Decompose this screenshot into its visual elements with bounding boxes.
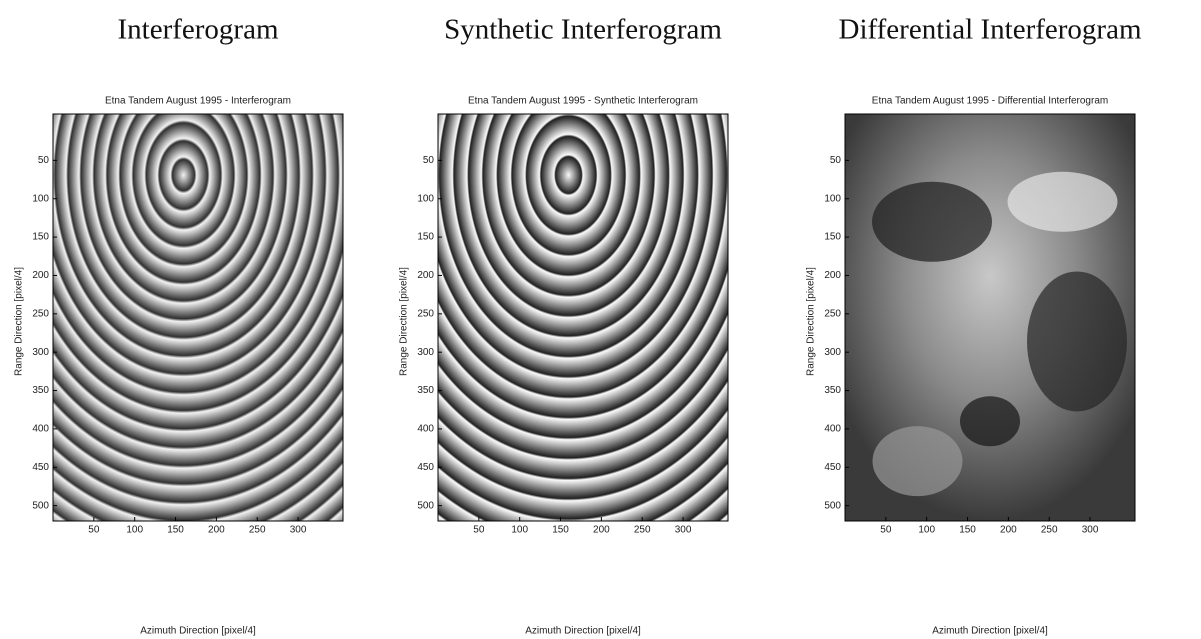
panel-heading: Interferogram (117, 14, 278, 46)
x-tick-label: 150 (167, 525, 184, 536)
y-axis-label: Range Direction [pixel/4] (399, 267, 410, 376)
y-tick-label: 250 (32, 308, 49, 319)
y-axis-label: Range Direction [pixel/4] (14, 267, 25, 376)
image-texture (873, 426, 963, 496)
x-tick-label: 300 (1082, 525, 1099, 536)
panel-title: Etna Tandem August 1995 - Interferogram (105, 96, 291, 107)
x-tick-label: 100 (126, 525, 143, 536)
y-tick-label: 300 (32, 347, 49, 358)
y-tick-label: 100 (32, 193, 49, 204)
x-tick-label: 300 (675, 525, 692, 536)
x-tick-label: 200 (1000, 525, 1017, 536)
x-axis-label: Azimuth Direction [pixel/4] (932, 626, 1048, 637)
image-texture (1027, 271, 1127, 411)
x-tick-label: 50 (473, 525, 485, 536)
y-tick-label: 50 (830, 155, 842, 166)
x-tick-label: 300 (290, 525, 307, 536)
x-tick-label: 100 (918, 525, 935, 536)
y-tick-label: 150 (417, 232, 434, 243)
y-tick-label: 500 (824, 500, 841, 511)
x-tick-label: 250 (1041, 525, 1058, 536)
image-texture (960, 396, 1020, 446)
y-tick-label: 450 (417, 462, 434, 473)
y-tick-label: 50 (38, 155, 50, 166)
y-axis-label: Range Direction [pixel/4] (806, 267, 817, 376)
y-tick-label: 400 (824, 424, 841, 435)
y-tick-label: 200 (824, 270, 841, 281)
y-tick-label: 400 (417, 424, 434, 435)
x-tick-label: 250 (249, 525, 266, 536)
panel-title: Etna Tandem August 1995 - Differential I… (872, 96, 1108, 107)
y-tick-label: 350 (417, 385, 434, 396)
y-tick-label: 450 (32, 462, 49, 473)
x-tick-label: 50 (880, 525, 892, 536)
x-tick-label: 250 (634, 525, 651, 536)
interferogram-image (53, 114, 343, 521)
y-tick-label: 50 (423, 155, 435, 166)
panels: Interferogram Etna Tandem August 1995 - I… (14, 14, 1142, 637)
y-tick-label: 100 (417, 193, 434, 204)
y-tick-label: 250 (824, 308, 841, 319)
x-axis-label: Azimuth Direction [pixel/4] (140, 626, 256, 637)
y-tick-label: 200 (417, 270, 434, 281)
x-tick-label: 200 (593, 525, 610, 536)
x-tick-label: 150 (959, 525, 976, 536)
y-tick-label: 250 (417, 308, 434, 319)
y-tick-label: 200 (32, 270, 49, 281)
y-tick-label: 150 (32, 232, 49, 243)
x-tick-label: 100 (511, 525, 528, 536)
y-tick-label: 300 (824, 347, 841, 358)
y-tick-label: 150 (824, 232, 841, 243)
x-tick-label: 50 (88, 525, 100, 536)
y-tick-label: 400 (32, 424, 49, 435)
figure: Interferogram Etna Tandem August 1995 - I… (0, 0, 1201, 639)
panel-heading: Synthetic Interferogram (444, 14, 722, 46)
x-tick-label: 200 (208, 525, 225, 536)
x-axis-label: Azimuth Direction [pixel/4] (525, 626, 641, 637)
x-tick-label: 150 (552, 525, 569, 536)
image-texture (872, 182, 992, 262)
y-tick-label: 500 (417, 500, 434, 511)
image-texture (1008, 172, 1118, 232)
y-tick-label: 450 (824, 462, 841, 473)
panel-title: Etna Tandem August 1995 - Synthetic Inte… (468, 96, 698, 107)
y-tick-label: 500 (32, 500, 49, 511)
y-tick-label: 300 (417, 347, 434, 358)
panel-heading: Differential Interferogram (839, 14, 1142, 46)
y-tick-label: 100 (824, 193, 841, 204)
y-tick-label: 350 (32, 385, 49, 396)
interferogram-image (438, 114, 728, 521)
y-tick-label: 350 (824, 385, 841, 396)
